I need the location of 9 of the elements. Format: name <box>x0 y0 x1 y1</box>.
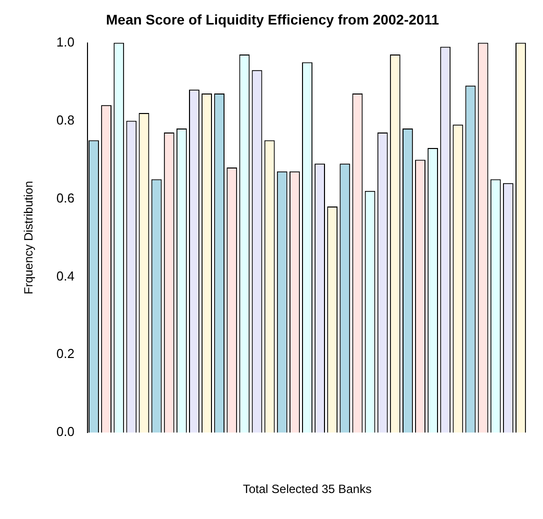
chart-title: Mean Score of Liquidity Efficiency from 2002-2011 <box>106 11 440 28</box>
y-axis-title: Frquency Distribution <box>22 181 36 294</box>
y-tick-label: 0.8 <box>56 112 74 128</box>
y-tick-label: 0.0 <box>56 424 74 440</box>
y-tick-label: 0.4 <box>56 268 74 284</box>
y-tick-label: 0.6 <box>56 190 74 206</box>
y-tick-label: 0.2 <box>56 346 74 362</box>
x-axis-title: Total Selected 35 Banks <box>242 482 372 496</box>
y-tick-label: 1.0 <box>56 34 74 50</box>
